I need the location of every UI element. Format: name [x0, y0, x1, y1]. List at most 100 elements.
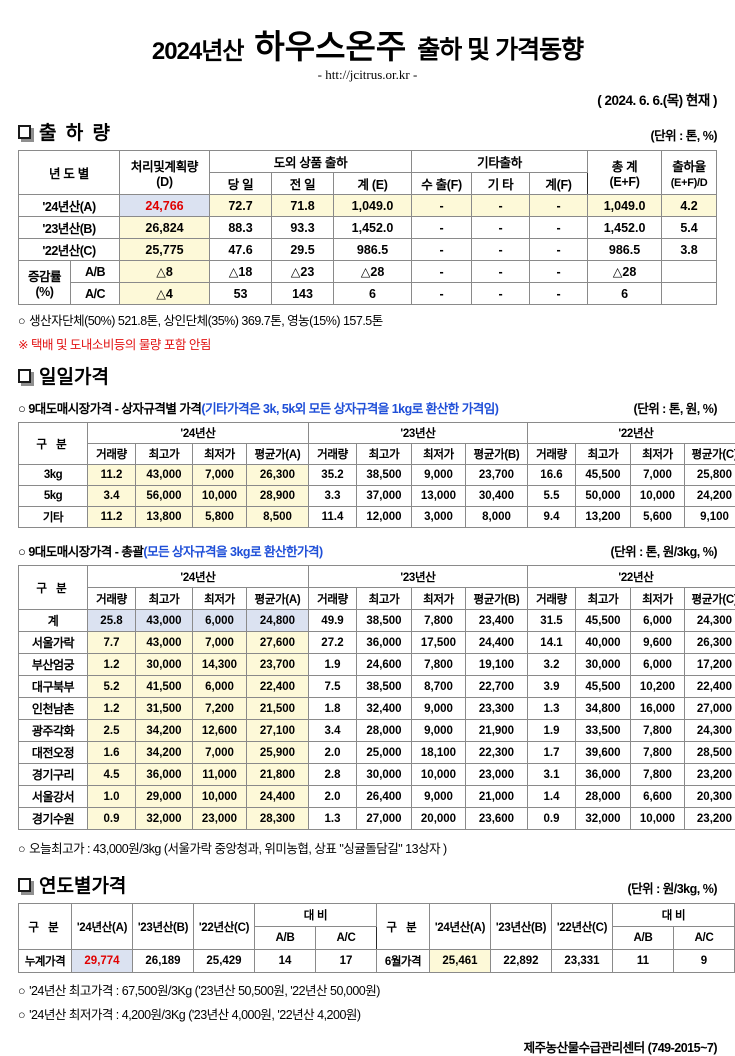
cell-high-24: 30,000 — [136, 654, 193, 676]
cell-export: - — [412, 195, 472, 217]
cell-volume-24: 11.2 — [88, 465, 136, 486]
title-year: 2024년산 — [152, 31, 244, 66]
cell-avg-22: 23,200 — [685, 764, 735, 786]
cell-avg-22: 24,300 — [685, 720, 735, 742]
col-high-23: 최고가 — [357, 588, 412, 610]
row-label: 대전오정 — [19, 742, 88, 764]
footer-notes: ○'24년산 최고가격 : 67,500원/3Kg ('23년산 50,500원… — [18, 980, 717, 1023]
square-bullet-icon — [18, 125, 31, 139]
cell-low-24: 10,000 — [193, 486, 247, 507]
col-division: 구 분 — [19, 566, 88, 610]
cell-high-22: 32,000 — [576, 808, 631, 830]
title-subject: 출하 및 가격동향 — [417, 30, 583, 66]
cell-high-23: 38,500 — [357, 465, 412, 486]
cell-avg-24: 21,500 — [247, 698, 309, 720]
cell-avg-24: 27,100 — [247, 720, 309, 742]
col-plan-label: 처리및계획량 — [131, 160, 198, 174]
cell-low-22: 6,600 — [631, 786, 685, 808]
cell-volume-23: 35.2 — [309, 465, 357, 486]
cell-high-22: 45,500 — [576, 676, 631, 698]
cell-volume-23: 3.4 — [309, 720, 357, 742]
cell-low-24: 5,800 — [193, 507, 247, 528]
cell-avg-24: 24,400 — [247, 786, 309, 808]
cell-y23-june: 22,892 — [491, 950, 552, 973]
circle-bullet-icon: ○ — [18, 984, 25, 998]
col-plan: 처리및계획량 (D) — [120, 151, 210, 195]
cell-high-23: 37,000 — [357, 486, 412, 507]
section-header-daily: 일일가격 — [18, 362, 717, 389]
col-division-right: 구 분 — [377, 904, 430, 950]
change-label-2: (%) — [22, 285, 67, 299]
cell-volume-23: 2.0 — [309, 786, 357, 808]
cell-volume-23: 3.3 — [309, 486, 357, 507]
cell-yesterday: 93.3 — [272, 217, 334, 239]
cell-export: - — [412, 283, 472, 305]
cell-etc: - — [472, 261, 530, 283]
col-group-y24: '24년산 — [88, 566, 309, 588]
cell-low-23: 8,700 — [412, 676, 466, 698]
cell-volume-24: 7.7 — [88, 632, 136, 654]
cell-avg-24: 25,900 — [247, 742, 309, 764]
col-total-sub: (E+F) — [609, 175, 639, 189]
cell-volume-22: 1.9 — [528, 720, 576, 742]
unit-post: , %) — [697, 882, 717, 896]
table-row: '24년산(A) 24,766 72.7 71.8 1,049.0 - - - … — [19, 195, 717, 217]
cell-volume-23: 1.8 — [309, 698, 357, 720]
col-today: 당 일 — [210, 173, 272, 195]
cell-low-23: 7,800 — [412, 610, 466, 632]
col-y23-left: '23년산(B) — [133, 904, 194, 950]
cell-export: - — [412, 239, 472, 261]
note-exclusion-text: 택배 및 도내소비등의 물량 포함 안됨 — [31, 338, 211, 352]
cell-volume-23: 7.5 — [309, 676, 357, 698]
cell-low-24: 10,000 — [193, 786, 247, 808]
col-high-24: 최고가 — [136, 444, 193, 465]
cell-y24-cumulative: 29,774 — [72, 950, 133, 973]
col-ab-right: A/B — [613, 927, 674, 950]
cell-high-22: 40,000 — [576, 632, 631, 654]
row-label-change-group: 증감률 (%) — [19, 261, 71, 305]
cell-avg-22: 22,400 — [685, 676, 735, 698]
col-y24-left: '24년산(A) — [72, 904, 133, 950]
cell-low-22: 7,000 — [631, 465, 685, 486]
table-header-row: 구 분 '24년산 '23년산 '22년산 가격대비 — [19, 566, 735, 588]
cell-low-22: 7,800 — [631, 764, 685, 786]
cell-volume-23: 49.9 — [309, 610, 357, 632]
cell-y24-june: 25,461 — [430, 950, 491, 973]
row-label: 광주각화 — [19, 720, 88, 742]
cell-ab-june: 11 — [613, 950, 674, 973]
col-low-23: 최저가 — [412, 588, 466, 610]
subheading-box-prices-note: (기타가격은 3k, 5k외 모든 상자규격을 1kg로 환산한 가격임) — [201, 402, 498, 416]
col-etc: 기 타 — [472, 173, 530, 195]
cell-avg-22: 17,200 — [685, 654, 735, 676]
cell-high-24: 13,800 — [136, 507, 193, 528]
col-yesterday: 전 일 — [272, 173, 334, 195]
cell-volume-23: 27.2 — [309, 632, 357, 654]
col-avg-22: 평균가(C) — [685, 588, 735, 610]
cell-low-24: 6,000 — [193, 610, 247, 632]
cell-low-24: 6,000 — [193, 676, 247, 698]
cell-low-23: 9,000 — [412, 720, 466, 742]
col-volume-24: 거래량 — [88, 444, 136, 465]
unit-pre: (단위 : 원/ — [627, 882, 676, 896]
cell-high-22: 34,800 — [576, 698, 631, 720]
row-label: 계 — [19, 610, 88, 632]
cell-volume-23: 1.3 — [309, 808, 357, 830]
cell-plan: 25,775 — [120, 239, 210, 261]
cell-low-22: 6,000 — [631, 654, 685, 676]
cell-total: 1,452.0 — [588, 217, 662, 239]
section-header-shipment: 출 하 량 (단위 : 톤, %) — [18, 118, 717, 145]
col-high-22: 최고가 — [576, 444, 631, 465]
cell-high-24: 41,500 — [136, 676, 193, 698]
cell-export: - — [412, 261, 472, 283]
cell-subtotal: 1,452.0 — [334, 217, 412, 239]
title-crop: 하우스온주 — [254, 20, 406, 68]
cell-yesterday: △23 — [272, 261, 334, 283]
cell-other-sum: - — [530, 261, 588, 283]
site-url: - htt://jcitrus.or.kr - — [18, 67, 717, 83]
cell-avg-23: 21,900 — [466, 720, 528, 742]
cell-volume-24: 4.5 — [88, 764, 136, 786]
cell-volume-23: 1.9 — [309, 654, 357, 676]
cell-etc: - — [472, 217, 530, 239]
